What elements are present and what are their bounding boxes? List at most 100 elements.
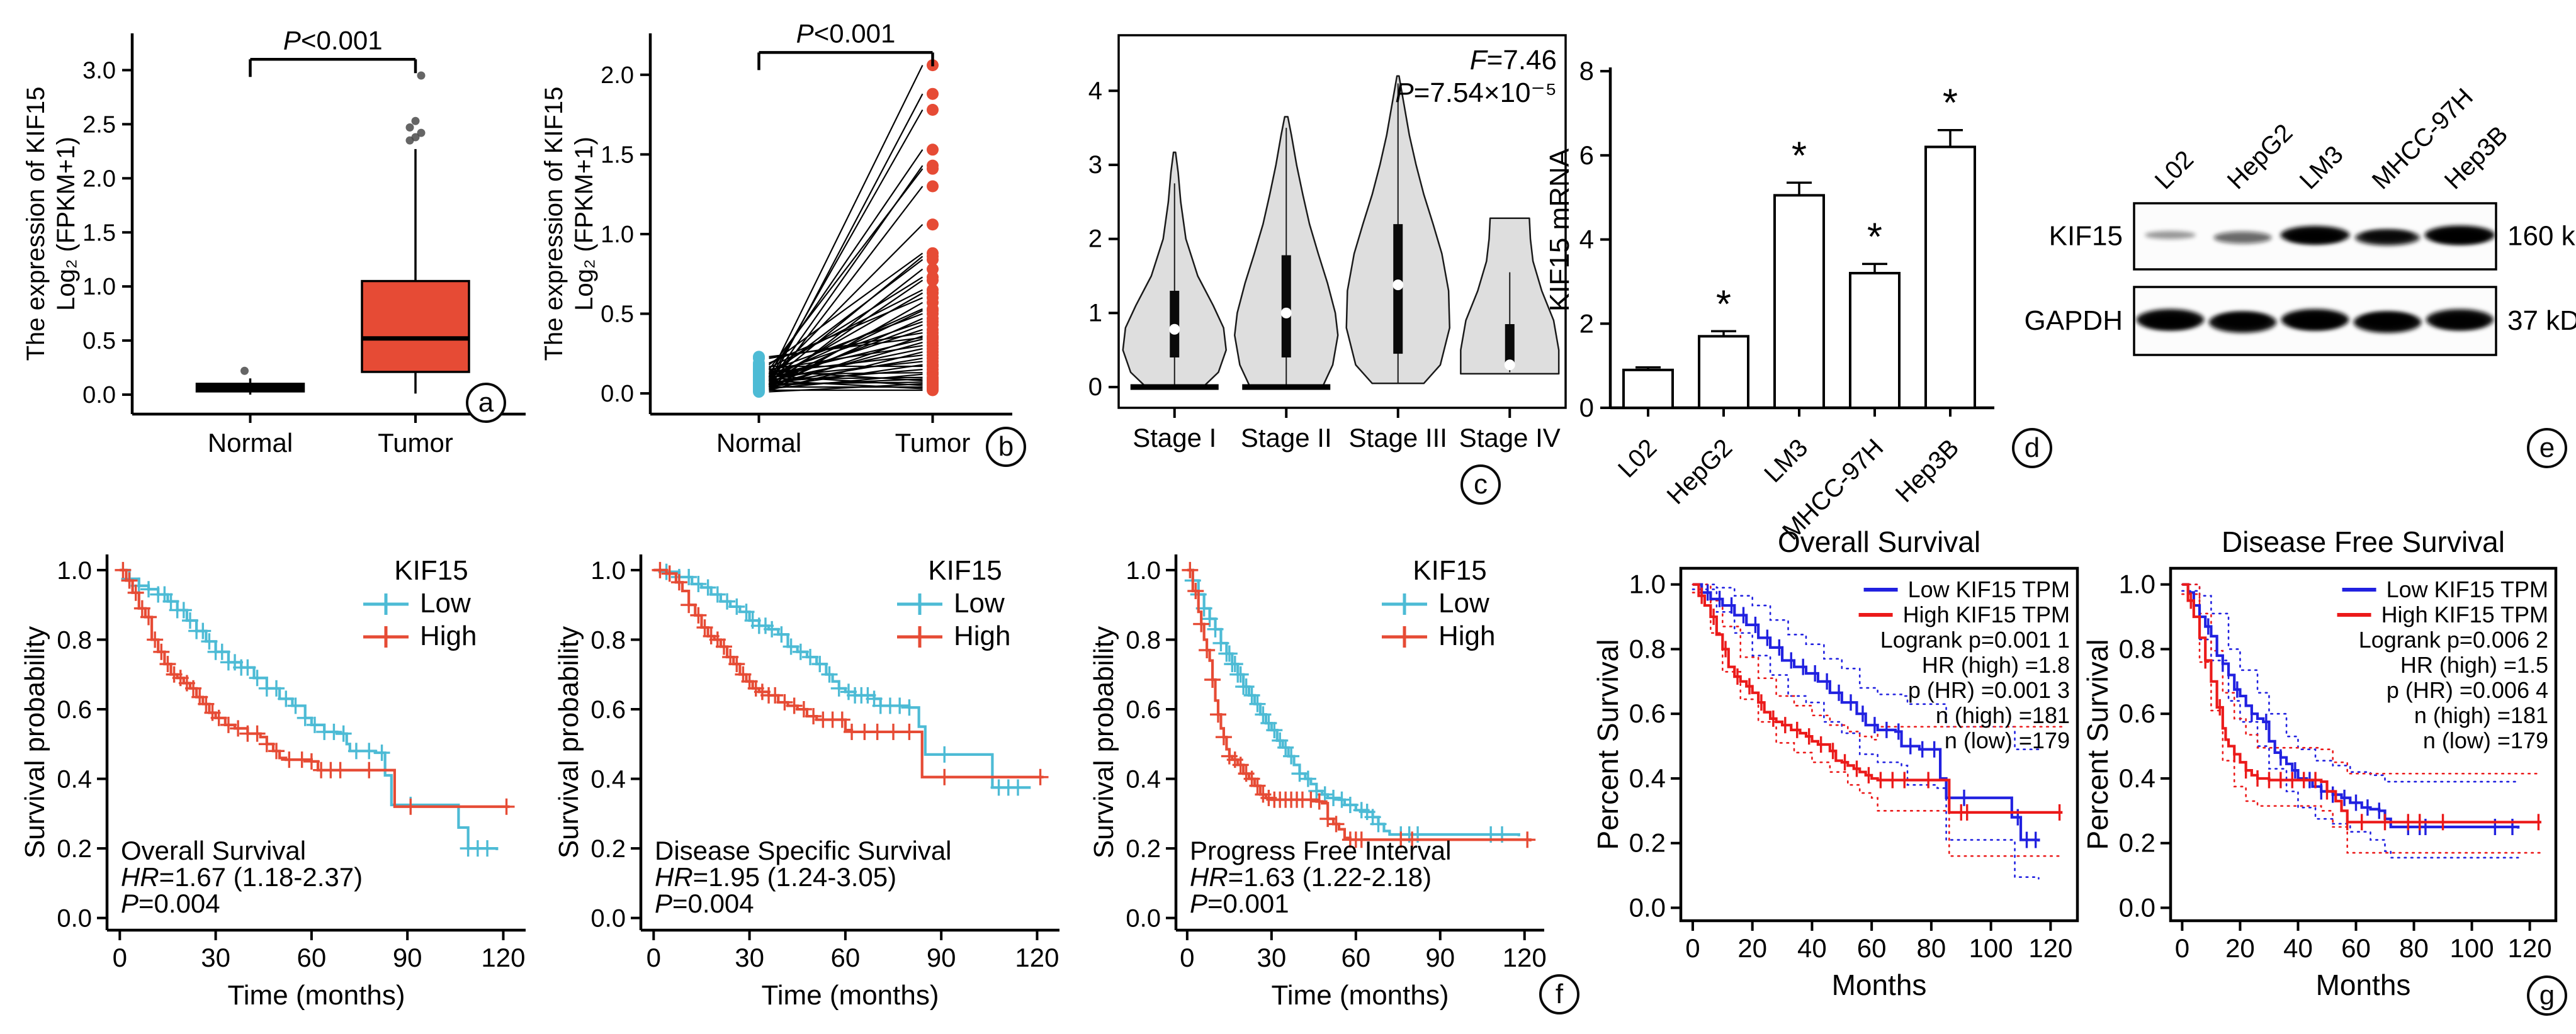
svg-text:6: 6	[1579, 140, 1594, 170]
svg-text:*: *	[1867, 215, 1882, 259]
svg-text:HR=1.67 (1.18-2.37): HR=1.67 (1.18-2.37)	[121, 862, 363, 892]
panel-b-paired-plot: 0.0 0.5 1.0 1.5 2.0 The expression of KIF15 Lo…	[540, 18, 1012, 458]
svg-text:0: 0	[2175, 933, 2189, 963]
svg-text:HR (high) =1.8: HR (high) =1.8	[1922, 652, 2070, 678]
svg-text:0.0: 0.0	[1126, 905, 1161, 933]
panel-f-km-disease-specific: 0.0 0.2 0.4 0.6 0.8 1.0 0 30 60 90 120 Time (months…	[553, 554, 1059, 1011]
svg-text:80: 80	[2399, 933, 2429, 963]
svg-text:Tumor: Tumor	[378, 428, 453, 458]
svg-text:Hep3B: Hep3B	[2439, 121, 2514, 195]
svg-text:90: 90	[1425, 943, 1455, 972]
svg-text:KIF15 mRNA: KIF15 mRNA	[1544, 148, 1575, 312]
svg-text:Tumor: Tumor	[895, 428, 971, 458]
svg-text:60: 60	[831, 943, 861, 972]
svg-text:GAPDH: GAPDH	[2025, 305, 2123, 336]
svg-text:HepG2: HepG2	[2222, 119, 2298, 195]
svg-text:30: 30	[201, 943, 230, 972]
svg-text:60: 60	[1341, 943, 1370, 972]
panel-a-boxplot: 0.0 0.5 1.0 1.5 2.0 2.5 3.0 The expression of K…	[22, 25, 526, 458]
svg-text:High: High	[1438, 621, 1496, 651]
panel-f-km-progress-free: 0.0 0.2 0.4 0.6 0.8 1.0 0 30 60 90 120 Time (months…	[1088, 554, 1547, 1011]
svg-text:*: *	[1792, 134, 1807, 177]
svg-text:HepG2: HepG2	[1662, 434, 1738, 510]
panel-label-a: a	[466, 383, 506, 423]
svg-text:P=0.001: P=0.001	[1190, 889, 1289, 918]
svg-text:0.2: 0.2	[590, 835, 626, 863]
svg-text:3.0: 3.0	[82, 57, 116, 84]
svg-text:P<0.001: P<0.001	[796, 18, 896, 48]
svg-text:0.0: 0.0	[57, 905, 92, 933]
panel-f-km-overall: 0.0 0.2 0.4 0.6 0.8 1.0 0 30 60 90 120 Time (months…	[20, 554, 526, 1011]
svg-text:60: 60	[2341, 933, 2371, 963]
svg-text:P<0.001: P<0.001	[283, 25, 383, 55]
svg-text:Stage IV: Stage IV	[1459, 423, 1561, 452]
svg-text:20: 20	[1737, 933, 1767, 963]
svg-text:n (high) =181: n (high) =181	[2414, 702, 2548, 728]
svg-text:0.5: 0.5	[82, 328, 116, 354]
svg-text:0.0: 0.0	[2119, 892, 2155, 922]
svg-text:0.8: 0.8	[1126, 626, 1161, 654]
svg-text:4: 4	[1088, 77, 1102, 104]
svg-text:Disease Specific Survival: Disease Specific Survival	[655, 836, 952, 865]
svg-text:0.8: 0.8	[2119, 634, 2155, 663]
svg-text:Logrank p=0.001 1: Logrank p=0.001 1	[1880, 627, 2070, 653]
svg-text:Survival probability: Survival probability	[20, 626, 50, 858]
svg-text:0.8: 0.8	[590, 626, 626, 654]
svg-text:Normal: Normal	[716, 428, 801, 458]
svg-text:Hep3B: Hep3B	[1890, 434, 1965, 508]
svg-text:Normal: Normal	[208, 428, 293, 458]
svg-text:2: 2	[1088, 225, 1102, 253]
svg-text:0.4: 0.4	[57, 766, 92, 794]
svg-text:Percent Survival: Percent Survival	[1591, 639, 1624, 850]
svg-text:Months: Months	[2316, 969, 2411, 1001]
panel-label-d: d	[2012, 428, 2052, 468]
svg-text:*: *	[1716, 283, 1731, 326]
svg-text:90: 90	[927, 943, 956, 972]
svg-text:Low KIF15 TPM: Low KIF15 TPM	[1908, 576, 2070, 602]
svg-text:Time (months): Time (months)	[1272, 980, 1449, 1011]
svg-text:LM3: LM3	[2295, 140, 2349, 194]
svg-text:*: *	[1943, 82, 1958, 125]
svg-text:0: 0	[647, 943, 661, 972]
svg-text:0.6: 0.6	[590, 696, 626, 724]
svg-text:0.8: 0.8	[1629, 634, 1666, 663]
svg-text:40: 40	[2283, 933, 2313, 963]
panel-g-km-disease-free-gepia: Disease Free Survival 0.0 0.2 0.4 0.6 0.8 1.0 0…	[2081, 525, 2558, 1001]
panel-label-e: e	[2527, 428, 2567, 468]
svg-text:0.6: 0.6	[2119, 699, 2155, 728]
svg-text:30: 30	[1257, 943, 1286, 972]
panel-label-c: c	[1460, 464, 1501, 505]
svg-text:n (low) =179: n (low) =179	[2423, 728, 2548, 753]
svg-text:P=0.004: P=0.004	[121, 889, 220, 918]
svg-text:80: 80	[1917, 933, 1946, 963]
svg-text:1.0: 1.0	[590, 557, 626, 585]
svg-text:Time (months): Time (months)	[228, 980, 405, 1011]
svg-text:P=0.004: P=0.004	[655, 889, 754, 918]
panel-g-km-overall-gepia: Overall Survival 0.0 0.2 0.4 0.6 0.8 1.0 0 20 40 6…	[1591, 525, 2079, 1001]
svg-text:LM3: LM3	[1759, 434, 1813, 488]
svg-text:0.0: 0.0	[601, 381, 634, 407]
svg-text:0.6: 0.6	[1629, 699, 1666, 728]
svg-text:2.0: 2.0	[601, 62, 634, 89]
svg-text:2: 2	[1579, 308, 1594, 338]
svg-text:High: High	[954, 621, 1011, 651]
svg-text:L02: L02	[1613, 434, 1662, 483]
svg-text:1.5: 1.5	[601, 142, 634, 168]
svg-text:Stage I: Stage I	[1133, 423, 1216, 452]
svg-text:20: 20	[2225, 933, 2255, 963]
svg-text:0.2: 0.2	[1629, 828, 1666, 858]
svg-text:Low KIF15 TPM: Low KIF15 TPM	[2387, 576, 2548, 602]
svg-text:0: 0	[1180, 943, 1194, 972]
svg-text:p (HR) =0.001 3: p (HR) =0.001 3	[1908, 677, 2070, 703]
svg-text:100: 100	[1969, 933, 2013, 963]
svg-text:2.0: 2.0	[82, 166, 116, 192]
svg-text:120: 120	[481, 943, 525, 972]
svg-text:30: 30	[735, 943, 764, 972]
svg-text:120: 120	[2508, 933, 2552, 963]
svg-text:High KIF15 TPM: High KIF15 TPM	[2381, 602, 2548, 627]
svg-text:1.0: 1.0	[1629, 570, 1666, 599]
svg-text:1.0: 1.0	[601, 222, 634, 248]
svg-text:2.5: 2.5	[82, 111, 116, 138]
svg-text:HR (high) =1.5: HR (high) =1.5	[2400, 652, 2548, 678]
